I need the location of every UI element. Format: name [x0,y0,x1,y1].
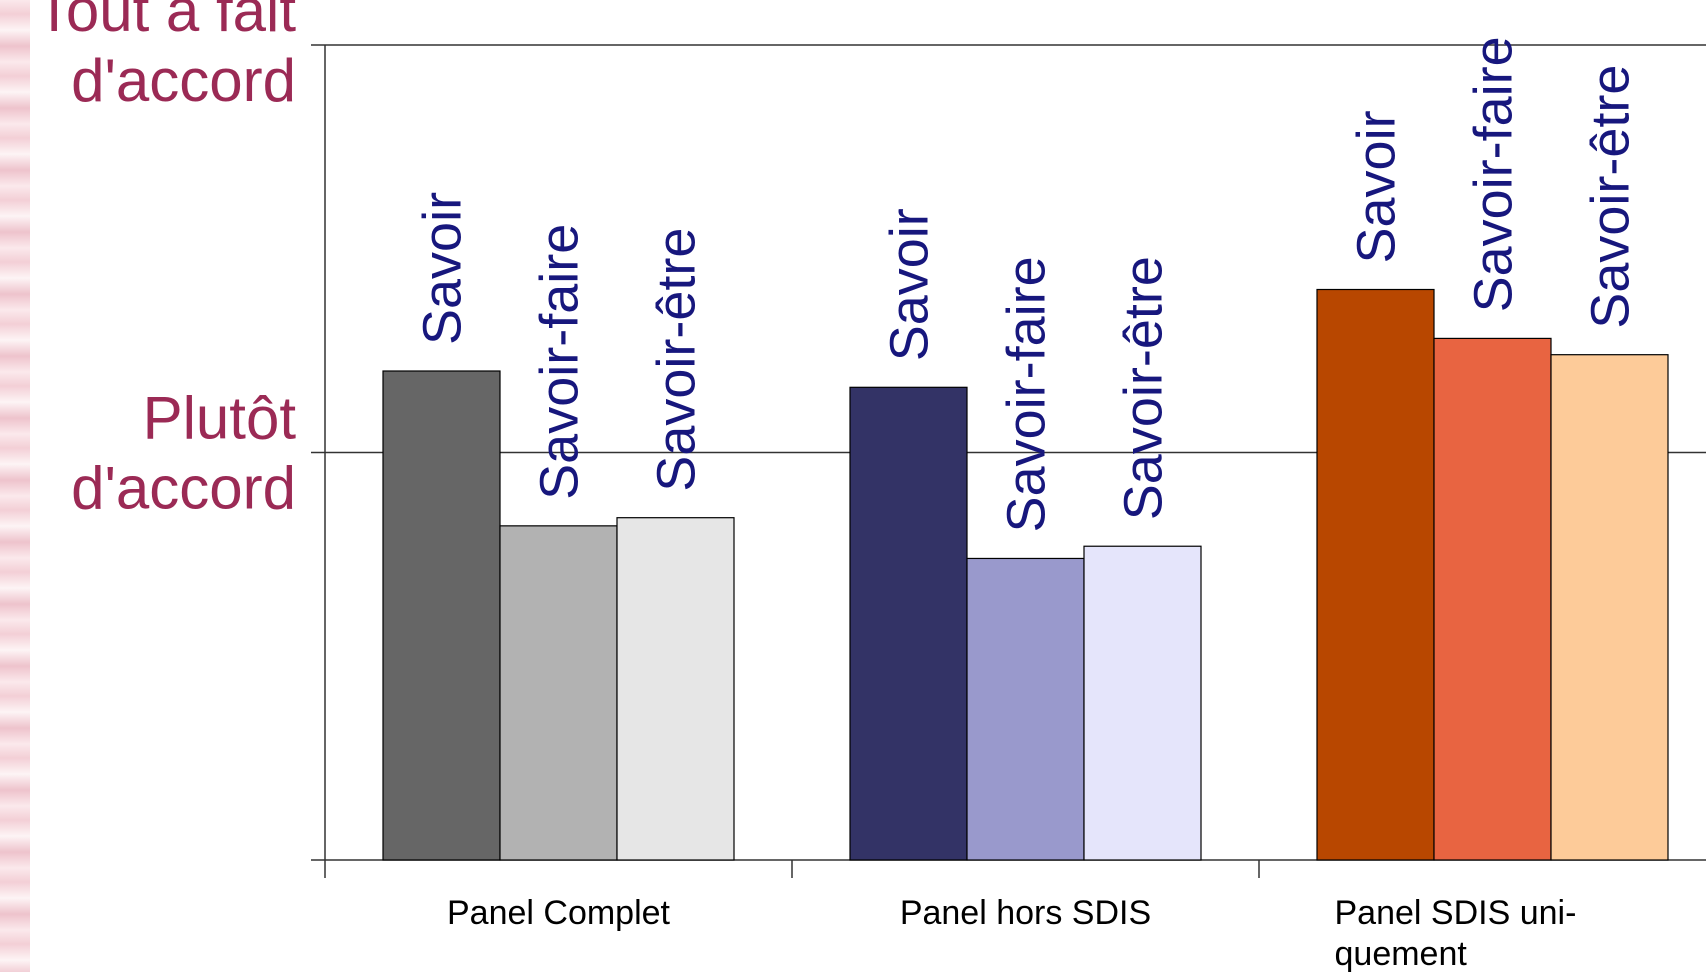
y-tick-label: d'accord [71,47,296,114]
bar-series-label: Savoir-être [1581,65,1641,329]
bar-series-label: Savoir [880,208,940,361]
x-category-label: Panel SDIS uni- [1335,894,1577,932]
x-category-label: quement [1335,935,1468,972]
bar-series-label: Savoir [1347,110,1407,263]
bar [1433,337,1552,861]
y-tick-label: d'accord [71,455,296,522]
x-category-label: Panel hors SDIS [900,894,1151,932]
x-category-label: Panel Complet [447,894,671,932]
bar [1550,354,1669,861]
bar-series-label: Savoir [413,192,473,345]
bar-series-label: Savoir-faire [1464,36,1524,312]
bar-series-label: Savoir-faire [997,256,1057,532]
bar [1083,545,1202,861]
bar [499,525,618,861]
bar-series-label: Savoir-faire [530,224,590,500]
decorative-side-strip [0,0,30,972]
bar [849,386,968,861]
y-tick-label: Plutôt [143,385,297,452]
bar [1316,288,1435,861]
bar-series-label: Savoir-être [1114,256,1174,520]
bar [966,557,1085,861]
bar-series-label: Savoir-être [647,228,707,492]
bar [382,370,501,861]
bar [616,517,735,861]
y-tick-label: Tout à fait [36,0,296,44]
